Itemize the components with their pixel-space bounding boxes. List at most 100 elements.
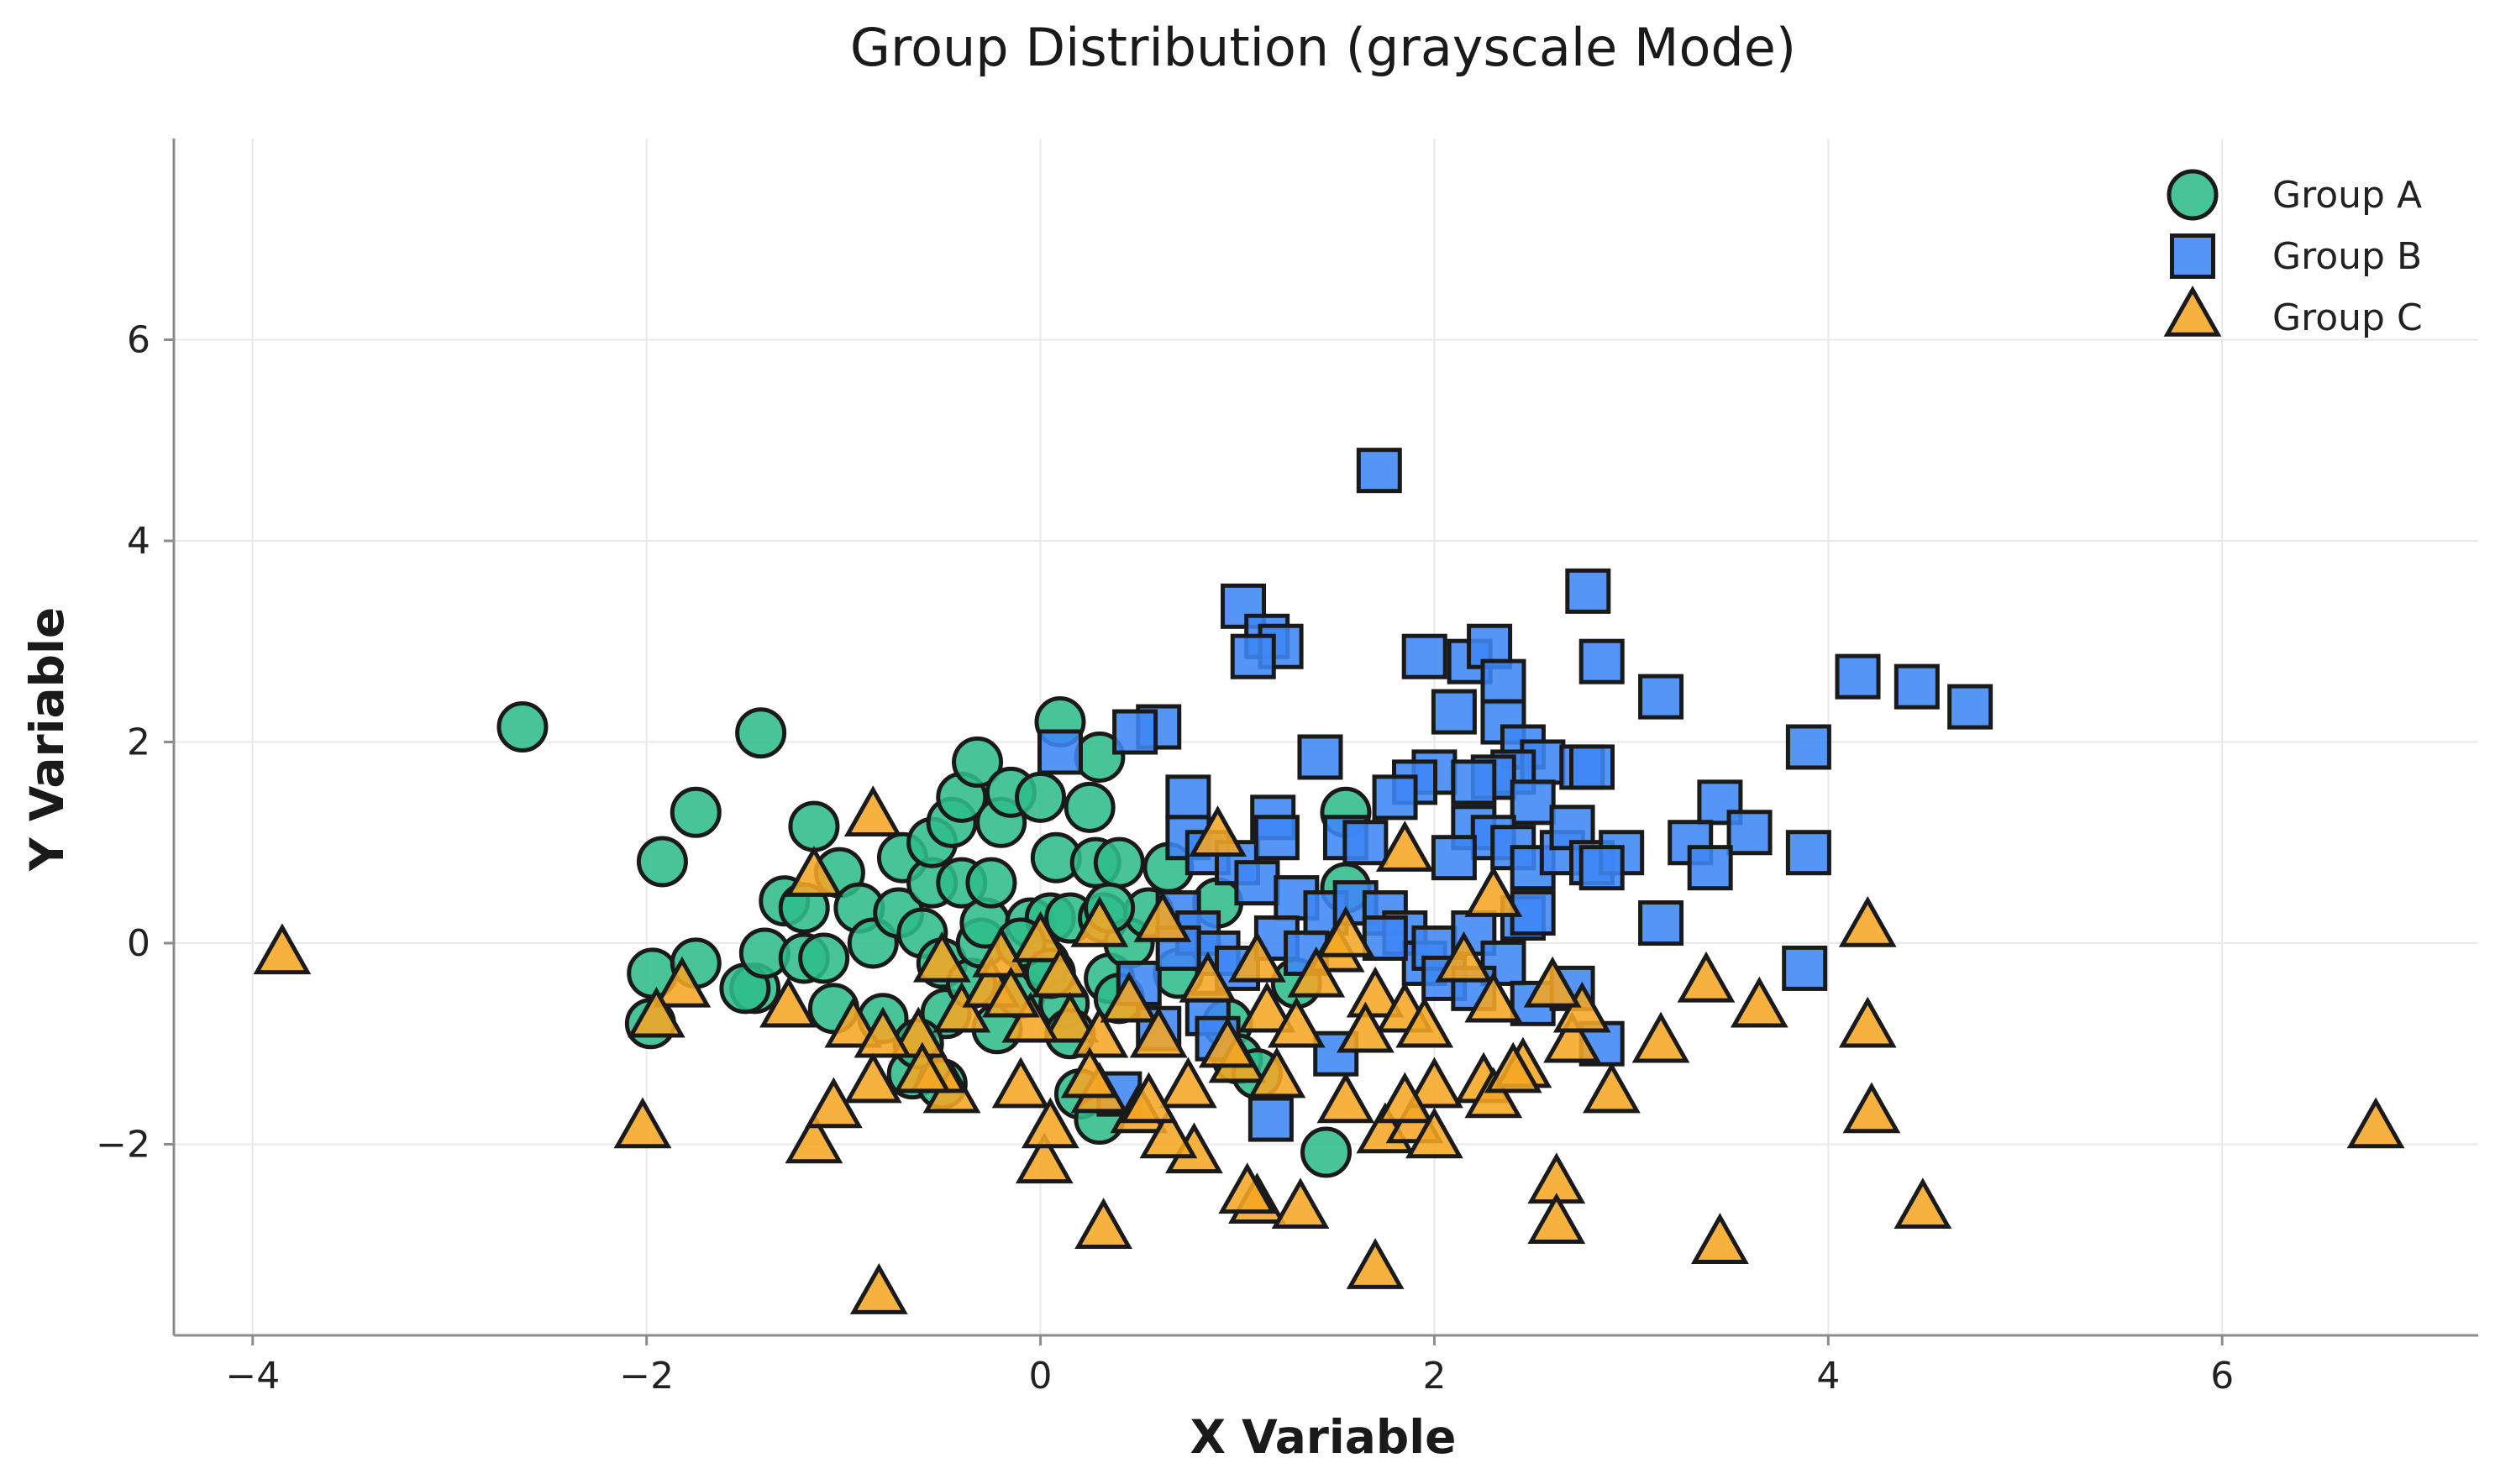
- triangle-point: [1287, 946, 1346, 998]
- triangle-point: [253, 923, 312, 975]
- legend-triangle-icon: [2163, 285, 2222, 337]
- triangle-point: [1464, 971, 1523, 1023]
- y-tick-label: 2: [127, 721, 150, 763]
- triangle-point: [824, 996, 883, 1048]
- triangle-point: [1015, 1132, 1074, 1184]
- square-point: [1569, 744, 1615, 790]
- triangle-point: [1179, 951, 1237, 1003]
- triangle-point: [1375, 821, 1434, 872]
- square-point: [1401, 633, 1447, 679]
- circle-point: [798, 932, 850, 984]
- legend-label: Group A: [2272, 174, 2422, 217]
- triangle-point: [1021, 1097, 1079, 1149]
- triangle-point: [785, 846, 843, 897]
- x-tick-label: −2: [619, 1355, 674, 1397]
- legend-circle-icon: [2167, 169, 2219, 221]
- triangle-point: [1842, 1082, 1901, 1134]
- x-tick-label: 6: [2210, 1355, 2234, 1397]
- square-point: [1451, 759, 1497, 805]
- legend: Group A Group B Group C: [2163, 169, 2423, 339]
- triangle-point: [1139, 1107, 1198, 1159]
- triangle-point: [1543, 1011, 1601, 1063]
- triangle-point: [628, 986, 685, 1038]
- square-point: [1112, 709, 1158, 755]
- triangle-point: [1395, 996, 1454, 1048]
- circle-point: [965, 857, 1017, 909]
- triangle-point: [1271, 1177, 1330, 1230]
- y-axis-label: Y Variable: [20, 607, 74, 872]
- triangle-point: [1435, 931, 1493, 983]
- circle-point: [670, 786, 722, 838]
- square-point: [1578, 638, 1625, 684]
- circle-point: [735, 707, 787, 759]
- triangle-point: [1218, 1162, 1277, 1214]
- axes: [164, 139, 2478, 1345]
- square-point: [1785, 830, 1831, 876]
- circle-point: [636, 836, 688, 888]
- circle-point: [788, 800, 840, 852]
- square-point: [1234, 860, 1280, 906]
- triangle-point: [1894, 1177, 1952, 1230]
- triangle-point: [1237, 981, 1296, 1033]
- triangle-point: [1070, 1006, 1129, 1058]
- circle-point: [952, 736, 1004, 788]
- triangle-point: [759, 976, 817, 1028]
- triangle-point: [849, 1263, 908, 1314]
- square-point: [1342, 820, 1389, 866]
- triangle-point: [1120, 1072, 1178, 1124]
- data-points: [253, 448, 2405, 1314]
- square-point: [1782, 945, 1828, 991]
- triangle-point: [1074, 1198, 1132, 1249]
- triangle-point: [1248, 1046, 1306, 1099]
- triangle-point: [1189, 805, 1247, 857]
- square-point: [1230, 633, 1276, 679]
- y-tick-label: 4: [127, 520, 150, 563]
- triangle-point: [1464, 866, 1523, 917]
- square-point: [1565, 568, 1611, 614]
- square-point: [1578, 845, 1625, 891]
- triangle-point: [613, 1097, 672, 1149]
- triangle-point: [1484, 1041, 1542, 1093]
- triangle-point: [991, 1057, 1050, 1109]
- square-point: [1165, 774, 1211, 821]
- square-point: [1297, 734, 1343, 780]
- legend-entry: Group C: [2163, 285, 2423, 339]
- square-point: [1835, 653, 1881, 700]
- triangle-point: [1316, 905, 1375, 957]
- triangle-point: [1464, 1067, 1523, 1119]
- triangle-point: [1838, 895, 1897, 947]
- triangle-point: [1228, 931, 1286, 983]
- triangle-point: [932, 981, 991, 1033]
- square-point: [1638, 900, 1684, 947]
- circle-point: [496, 701, 549, 753]
- legend-square-icon: [2170, 233, 2215, 279]
- triangle-point: [843, 1051, 902, 1104]
- triangle-point: [843, 785, 902, 837]
- triangle-point: [1031, 946, 1090, 998]
- triangle-point: [785, 1112, 843, 1164]
- triangle-point: [805, 1077, 863, 1129]
- triangle-point: [1041, 991, 1100, 1043]
- series-group-c: [253, 785, 2405, 1314]
- x-tick-label: 4: [1816, 1355, 1840, 1397]
- triangle-point: [912, 931, 971, 983]
- square-point: [1726, 810, 1773, 856]
- triangle-point: [1267, 996, 1326, 1048]
- legend-label: Group C: [2272, 296, 2423, 339]
- square-point: [1248, 1096, 1294, 1142]
- triangle-point: [1527, 1193, 1586, 1244]
- square-point: [1894, 663, 1940, 710]
- x-tick-label: 2: [1422, 1355, 1446, 1397]
- triangle-point: [1583, 1062, 1641, 1114]
- square-point: [1356, 448, 1402, 494]
- triangle-point: [1523, 956, 1582, 1008]
- triangle-point: [1346, 1238, 1405, 1289]
- triangle-point: [1011, 910, 1069, 962]
- triangle-point: [854, 1006, 912, 1058]
- triangle-point: [1691, 1213, 1749, 1264]
- circle-point: [1093, 836, 1145, 889]
- y-tick-label: 0: [127, 922, 150, 965]
- triangle-point: [1159, 1057, 1217, 1109]
- triangle-point: [1129, 1006, 1188, 1058]
